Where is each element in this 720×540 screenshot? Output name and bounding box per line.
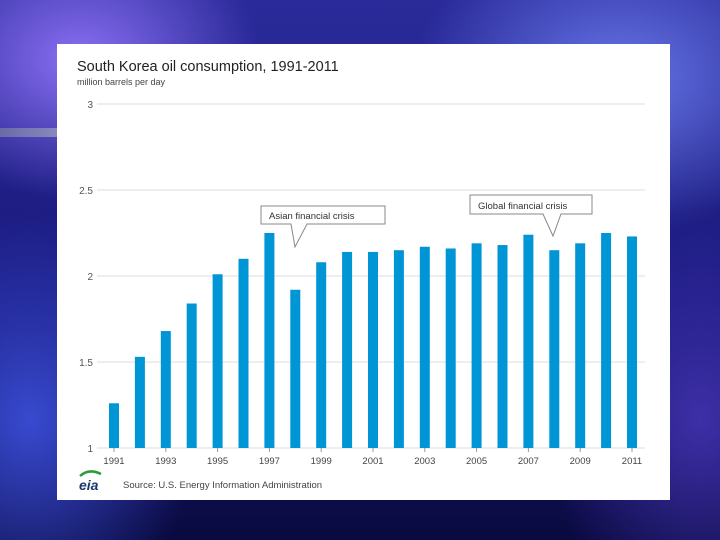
bar-1994 <box>186 303 197 448</box>
bar-2005 <box>471 243 482 448</box>
bar-2011 <box>627 236 637 448</box>
logo-text: eia <box>79 477 99 493</box>
bar-2009 <box>575 243 586 448</box>
bar-1995 <box>212 274 223 448</box>
x-tick-label: 2005 <box>466 456 487 467</box>
bars <box>109 233 637 448</box>
annotation-label: Global financial crisis <box>478 201 567 212</box>
x-tick-label: 2011 <box>622 456 642 467</box>
bar-1992 <box>134 356 145 448</box>
chart-panel: South Korea oil consumption, 1991-2011 m… <box>57 44 670 500</box>
x-tick-label: 1995 <box>207 456 228 467</box>
annotation-asian-crisis: Asian financial crisis <box>260 205 386 249</box>
bar-1999 <box>316 262 327 448</box>
bar-2004 <box>445 248 456 448</box>
y-axis-ticks: 1 1.5 2 2.5 3 <box>79 100 93 455</box>
chart-title: South Korea oil consumption, 1991-2011 <box>77 59 339 75</box>
x-tick-label: 1999 <box>311 456 332 467</box>
bar-2007 <box>523 234 534 448</box>
background-stripe <box>0 128 60 137</box>
x-tick-label: 2001 <box>362 456 383 467</box>
source-note: Source: U.S. Energy Information Administ… <box>123 480 322 491</box>
y-tick-label: 2.5 <box>79 186 93 197</box>
x-tick-label: 1991 <box>103 456 124 467</box>
annotation-callout-box <box>260 205 386 249</box>
chart: South Korea oil consumption, 1991-2011 m… <box>77 59 645 493</box>
logo-arc-icon <box>79 470 102 477</box>
annotation-label: Asian financial crisis <box>269 211 355 222</box>
bar-2002 <box>393 250 404 448</box>
bar-2006 <box>497 245 508 448</box>
bar-2000 <box>342 251 353 448</box>
annotation-global-crisis: Global financial crisis <box>469 194 593 238</box>
x-tick-label: 2007 <box>518 456 539 467</box>
x-tick-label: 1993 <box>155 456 176 467</box>
x-tick-label: 2003 <box>414 456 435 467</box>
bar-1998 <box>290 289 301 448</box>
bar-1996 <box>238 258 249 448</box>
y-tick-label: 2 <box>87 272 93 283</box>
chart-ylabel: million barrels per day <box>77 77 166 87</box>
bar-1997 <box>264 233 275 448</box>
bar-2010 <box>601 233 612 448</box>
bar-2001 <box>368 251 378 448</box>
bar-2008 <box>549 250 560 448</box>
y-tick-label: 1.5 <box>79 358 93 369</box>
bar-1991 <box>109 403 119 448</box>
x-tick-label: 1997 <box>259 456 280 467</box>
y-tick-label: 1 <box>87 444 93 455</box>
bar-2003 <box>419 246 430 448</box>
y-tick-label: 3 <box>87 100 93 111</box>
x-axis-ticks: 1991 1993 1995 1997 1999 2001 2003 2005 2007 2009… <box>103 448 642 467</box>
annotation-callout-box <box>469 194 593 238</box>
eia-logo: eia <box>79 470 102 493</box>
bar-1993 <box>160 331 171 448</box>
x-tick-label: 2009 <box>570 456 591 467</box>
